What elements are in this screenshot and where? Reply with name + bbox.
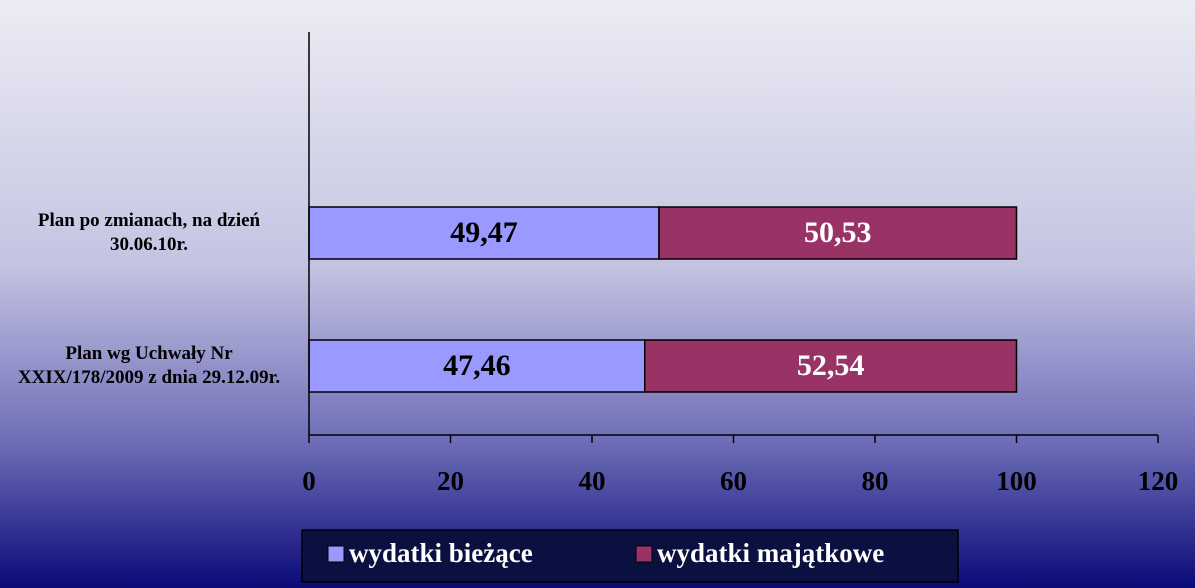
category-label: Plan wg Uchwały Nr XXIX/178/2009 z dnia … bbox=[17, 343, 281, 388]
data-label: 49,47 bbox=[450, 216, 518, 249]
x-tick-label: 120 bbox=[1138, 466, 1179, 496]
category-label: Plan po zmianach, na dzień 30.06.10r. bbox=[37, 210, 261, 255]
bar-segment bbox=[658, 206, 1018, 260]
legend-label: wydatki bieżące bbox=[349, 538, 533, 568]
bar-segment bbox=[308, 206, 660, 260]
x-tick-label: 40 bbox=[579, 466, 606, 496]
bar-segment bbox=[644, 339, 1018, 393]
x-tick-label: 100 bbox=[996, 466, 1037, 496]
x-tick-label: 60 bbox=[720, 466, 747, 496]
data-label: 50,53 bbox=[804, 216, 872, 249]
legend-box bbox=[301, 529, 959, 583]
legend-swatch bbox=[327, 545, 345, 563]
x-tick-label: 0 bbox=[302, 466, 316, 496]
bar-segment bbox=[308, 339, 646, 393]
data-label: 47,46 bbox=[443, 349, 511, 382]
x-tick-label: 80 bbox=[862, 466, 889, 496]
legend-label: wydatki majątkowe bbox=[657, 538, 884, 568]
x-tick-label: 20 bbox=[437, 466, 464, 496]
data-label: 52,54 bbox=[797, 349, 865, 382]
legend-swatch bbox=[635, 545, 653, 563]
